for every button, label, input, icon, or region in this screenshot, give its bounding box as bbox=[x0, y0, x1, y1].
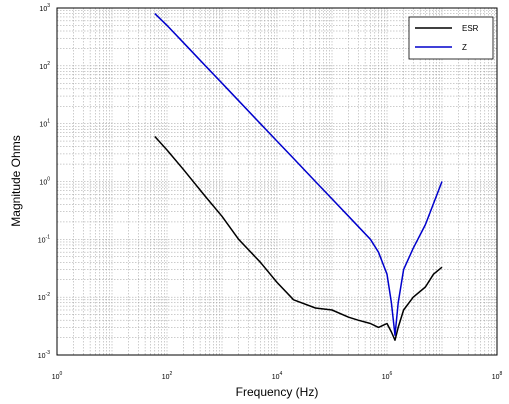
y-tick-label: 103 bbox=[39, 3, 50, 13]
legend-box bbox=[408, 16, 494, 60]
x-tick-label: 102 bbox=[162, 371, 173, 381]
legend-label-esr: ESR bbox=[462, 24, 479, 33]
series-layer bbox=[154, 13, 443, 341]
x-axis-label: Frequency (Hz) bbox=[236, 385, 319, 399]
legend-label-z: Z bbox=[462, 43, 467, 52]
series-line-z bbox=[154, 13, 443, 336]
x-tick-label: 100 bbox=[52, 371, 63, 381]
x-tick-label: 106 bbox=[382, 371, 393, 381]
y-tick-label: 10-3 bbox=[38, 350, 50, 360]
y-axis-label: Magnitude Ohms bbox=[9, 135, 23, 226]
y-tick-label: 10-1 bbox=[38, 234, 50, 244]
y-tick-label: 10-2 bbox=[38, 292, 50, 302]
x-tick-label: 104 bbox=[272, 371, 283, 381]
y-tick-label: 101 bbox=[39, 119, 50, 129]
y-tick-label: 102 bbox=[39, 61, 50, 71]
plot-frame bbox=[56, 7, 498, 356]
y-tick-label: 100 bbox=[39, 177, 50, 187]
x-tick-label: 108 bbox=[492, 371, 503, 381]
x-tick-labels: 1001021041061081010 bbox=[52, 371, 503, 381]
legend: ESR Z bbox=[408, 16, 494, 60]
series-line-esr bbox=[154, 135, 443, 341]
y-tick-labels: 10-3 10-2 10-1 100 101 102 103 bbox=[38, 3, 50, 360]
